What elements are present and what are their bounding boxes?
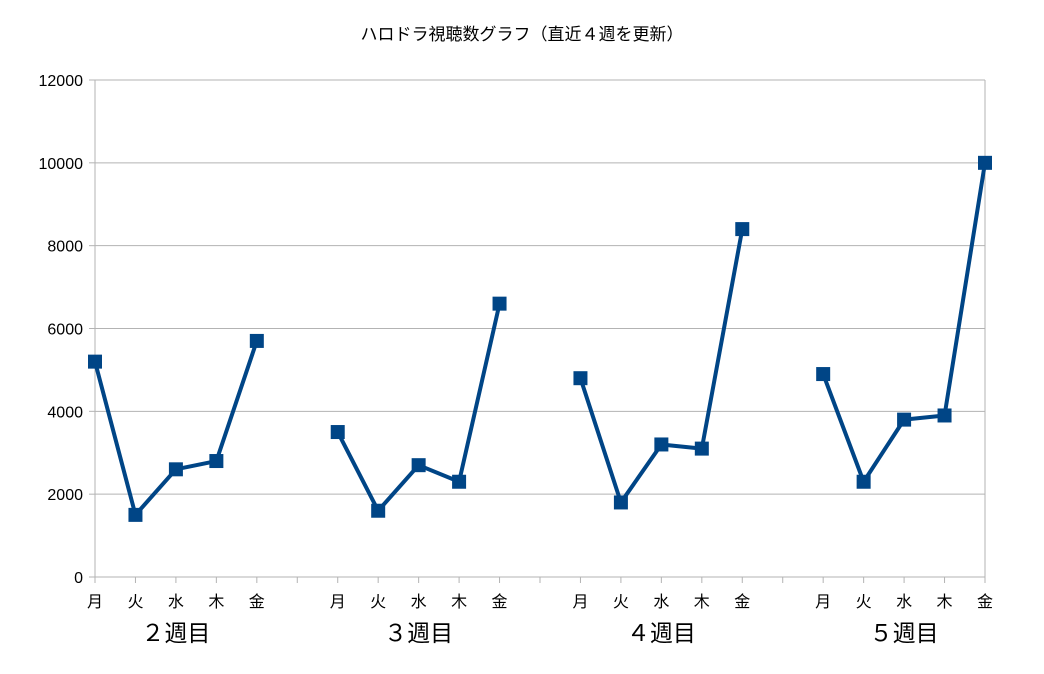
y-tick-label: 6000 [47,322,83,339]
y-axis: 0 2000 4000 6000 8000 10000 12000 [39,73,95,587]
x-tick-label: 木 [937,593,953,611]
group-label: ４週目 [627,620,696,646]
y-tick-label: 4000 [47,404,83,421]
x-tick-label: 金 [734,593,750,611]
y-tick-label: 12000 [39,73,84,90]
series-line [578,228,745,505]
series [88,155,992,522]
data-point [411,458,426,473]
data-point [978,155,992,170]
data-point [654,437,669,452]
chart-title: ハロドラ視聴数グラフ（直近４週を更新） [361,25,684,44]
x-tick-label: 火 [613,594,629,611]
data-point [371,503,386,518]
data-point [168,462,183,477]
x-tick-label: 火 [127,594,143,611]
data-point [613,495,628,510]
series-line [821,162,987,484]
data-point [128,507,143,522]
y-tick-label: 8000 [47,239,83,256]
x-tick-label: 水 [653,593,669,611]
y-tick-label: 2000 [47,487,83,504]
data-point [735,222,750,237]
x-tick-label: 火 [370,594,386,611]
group-label: ５週目 [870,620,939,646]
data-point [694,441,709,456]
x-tick-label: 金 [492,593,508,611]
x-tick-label: 水 [411,593,427,611]
group-label: ２週目 [141,620,210,646]
data-point [492,296,507,311]
x-tick-label: 木 [208,593,224,611]
data-point [452,474,467,489]
x-tick-label: 月 [330,594,346,611]
x-tick-label: 金 [977,593,993,611]
x-tick-label: 木 [451,593,467,611]
x-tick-label: 水 [168,593,184,611]
data-point [816,367,831,382]
data-point [88,354,102,369]
x-tick-label: 金 [249,593,265,611]
data-point [897,412,912,427]
data-point [937,408,952,423]
x-axis: 月 火 水 木 金 ２週目 月 火 水 木 金 ３週目 月 火 水 木 金 ４週目 月 火 水 木 金 ５週目 [87,80,993,646]
y-tick-label: 10000 [39,156,84,173]
series-line [335,303,502,513]
series-line [93,340,259,517]
x-tick-label: 火 [856,594,872,611]
group-label: ３週目 [384,620,453,646]
y-tick-label: 0 [74,570,83,587]
x-tick-label: 月 [815,594,831,611]
data-point [856,474,871,489]
data-point [330,425,345,440]
x-tick-label: 木 [694,593,710,611]
data-point [209,454,224,469]
x-tick-label: 水 [896,593,912,611]
data-point [573,371,588,386]
gridlines [95,79,985,495]
x-tick-label: 月 [87,594,103,611]
data-point [249,333,264,348]
x-tick-label: 月 [572,594,588,611]
